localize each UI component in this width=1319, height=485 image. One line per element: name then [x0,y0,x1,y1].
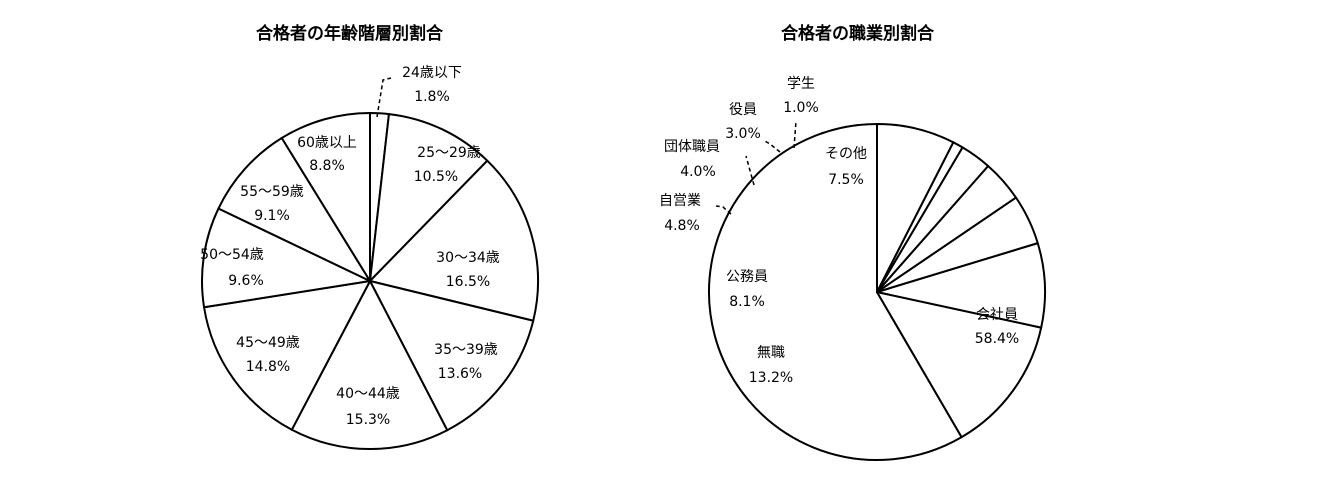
slice-value-label: 58.4% [975,331,1019,347]
slice-category-label: その他 [825,146,867,162]
slice-value-label: 13.6% [438,366,482,382]
slice-category-label: 公務員 [726,269,768,285]
slice-category-label: 50～54歳 [200,247,264,263]
leader-line [745,155,755,186]
pie-slice [876,123,955,293]
slice-category-label: 学生 [787,76,815,92]
leader-line [376,77,392,118]
slice-category-label: 30～34歳 [436,250,500,266]
leader-line [793,120,797,149]
leader-line [762,139,781,153]
slice-value-label: 7.5% [828,172,864,188]
pie-slice [280,112,371,282]
slice-value-label: 16.5% [446,274,490,290]
slice-category-label: 60歳以上 [297,135,357,151]
slice-value-label: 8.8% [309,158,345,174]
pie-slice [876,291,1043,439]
slice-category-label: 役員 [729,102,757,118]
slice-category-label: 無職 [757,345,785,361]
slice-category-label: 24歳以下 [402,65,462,81]
leader-line [715,205,732,215]
slice-category-label: 会社員 [976,307,1018,323]
slice-value-label: 1.8% [414,89,450,105]
slice-value-label: 3.0% [725,126,761,142]
slice-value-label: 4.0% [680,164,716,180]
age-pie-chart: 24歳以下 1.8% 25～29歳 10.5% 30～34歳 16.5% 35～39歳 13.… [200,65,539,450]
pie-slice [201,207,371,309]
pie-slice [290,280,449,450]
pie-slice [203,280,371,431]
slice-value-label: 4.8% [664,218,700,234]
pie-slice [369,113,489,282]
slice-value-label: 14.8% [246,359,290,375]
slice-category-label: 55～59歳 [240,184,304,200]
slice-category-label: 45～49歳 [236,335,300,351]
slice-value-label: 1.0% [783,100,819,116]
slice-value-label: 8.1% [729,294,765,310]
slice-category-label: 25～29歳 [417,145,481,161]
pie-slice [369,159,539,322]
pie-slice [708,123,963,461]
occupation-chart-title: 合格者の職業別割合 [781,24,934,44]
slice-value-label: 13.2% [749,370,793,386]
slice-value-label: 10.5% [414,169,458,185]
slice-category-label: 40～44歳 [336,386,400,402]
slice-value-label: 9.6% [228,273,264,289]
slice-category-label: 団体職員 [664,139,720,155]
age-chart-title: 合格者の年齢階層別割合 [256,24,443,44]
slice-value-label: 15.3% [346,412,390,428]
occupation-pie-chart: 会社員 58.4% 無職 13.2% 公務員 8.1% 自営業 4.8% 団体職員 4.0% 役員 3… [659,76,1046,461]
slice-category-label: 自営業 [659,193,701,209]
slice-category-label: 35～39歳 [434,342,498,358]
pie-slice [217,137,371,282]
slice-value-label: 9.1% [254,208,290,224]
pie-slice [369,280,535,432]
